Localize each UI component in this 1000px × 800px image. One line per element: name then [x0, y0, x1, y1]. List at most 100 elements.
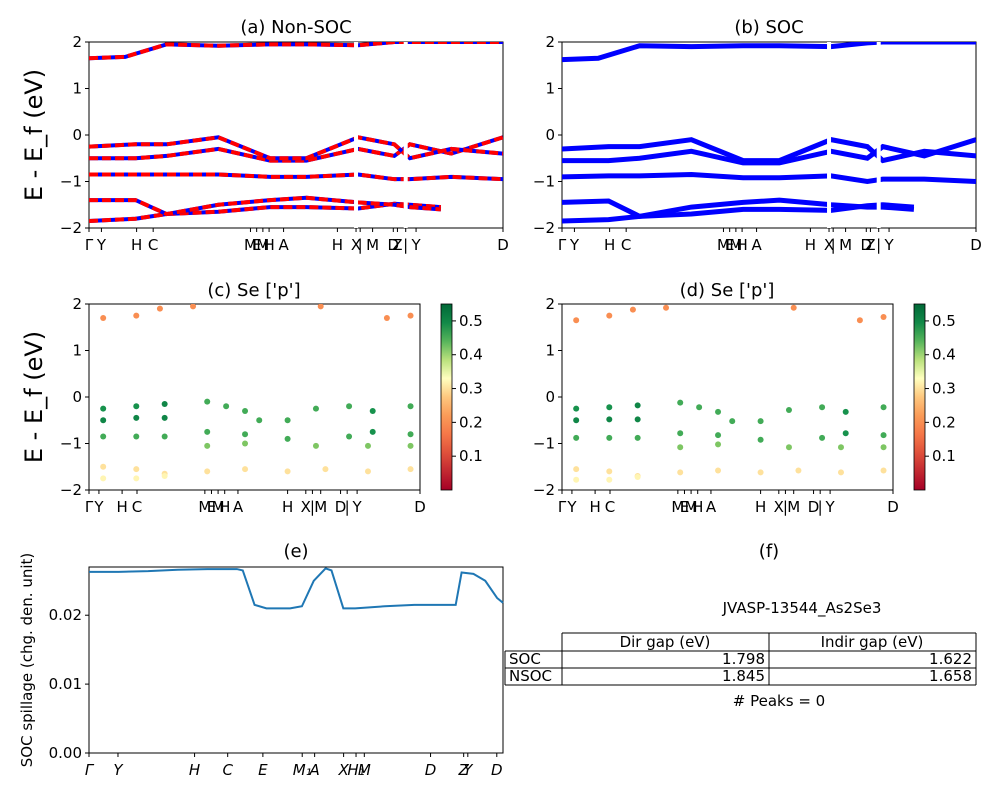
projection-point — [369, 407, 376, 414]
ytick-label: −1 — [533, 435, 555, 453]
ytick-label: −2 — [60, 219, 82, 237]
projection-point — [729, 418, 736, 425]
projection-point — [880, 432, 887, 439]
ktick-label: D — [861, 236, 873, 254]
ktick-label: | — [783, 498, 788, 516]
ktick-label: X — [351, 236, 361, 254]
projection-point — [156, 305, 163, 312]
projection-point — [606, 476, 613, 483]
ktick-label: M₁ — [293, 761, 312, 779]
ktick-label: D — [388, 236, 400, 254]
projection-point — [715, 441, 722, 448]
table-row-nsoc-label: NSOC — [509, 667, 552, 685]
ytick-label: 2 — [72, 295, 82, 313]
colorbar-label: 0.3 — [459, 380, 483, 398]
projection-point — [346, 403, 353, 410]
ktick-label: Y — [883, 236, 894, 254]
table-row-soc-dir: 1.798 — [722, 650, 765, 668]
projection-point — [100, 405, 107, 412]
ktick-label: Γ — [85, 761, 95, 779]
projection-point — [161, 414, 168, 421]
panel-e-yticks: 0.00 0.01 0.02 — [49, 606, 89, 762]
colorbar-label: 0.1 — [459, 447, 483, 465]
ktick-label: A — [706, 498, 717, 516]
projection-point — [407, 431, 414, 438]
projection-point — [242, 431, 249, 438]
ktick-label: D — [970, 236, 982, 254]
band-line — [562, 197, 915, 219]
projection-point — [364, 468, 371, 475]
ktick-label: Γ — [85, 498, 94, 516]
projection-point — [242, 440, 249, 447]
ktick-label: D — [887, 498, 899, 516]
projection-point — [785, 407, 792, 414]
ytick-label: −1 — [60, 173, 82, 191]
ytick-label: 1 — [545, 342, 555, 360]
projection-point — [634, 402, 641, 409]
colorbar-gradient — [440, 303, 453, 491]
band-line-dashed — [89, 172, 503, 182]
projection-point — [757, 436, 764, 443]
band-line — [562, 42, 976, 63]
projection-point — [284, 468, 291, 475]
ktick-label: M — [256, 236, 269, 254]
ktick-label: | — [310, 498, 315, 516]
ktick-label: Z — [392, 236, 402, 254]
projection-point — [677, 430, 684, 437]
ktick-label: X — [774, 498, 784, 516]
table-header-indir: Indir gap (eV) — [821, 633, 924, 651]
projection-point — [204, 428, 211, 435]
projection-point — [573, 466, 580, 473]
panel-c-title: (c) Se ['p'] — [207, 280, 300, 301]
panel-d-frame — [561, 303, 894, 491]
projection-point — [204, 468, 211, 475]
projection-point — [663, 304, 670, 311]
projection-point — [715, 467, 722, 474]
ktick-label: C — [148, 236, 158, 254]
projection-point — [677, 444, 684, 451]
projection-point — [242, 407, 249, 414]
ktick-label: M — [314, 498, 327, 516]
ytick-label: −2 — [533, 219, 555, 237]
table-header-dir: Dir gap (eV) — [620, 633, 711, 651]
band-line-dashed — [89, 135, 503, 161]
band-line-dashed — [89, 42, 503, 61]
ktick-label: X — [337, 761, 349, 779]
projection-point — [407, 442, 414, 449]
projection-point — [312, 405, 319, 412]
colorbar-gradient — [913, 303, 926, 491]
ktick-label: Y — [566, 498, 577, 516]
ktick-label: Y — [410, 236, 421, 254]
colorbar-label: 0.2 — [932, 413, 956, 431]
panel-a-ylabel: E - E_f (eV) — [20, 69, 48, 201]
ktick-label: D — [491, 761, 503, 779]
panel-b-title: (b) SOC — [734, 17, 803, 38]
ktick-label: Γ — [558, 236, 567, 254]
projection-point — [346, 433, 353, 440]
projection-point — [364, 442, 371, 449]
projection-point — [696, 404, 703, 411]
ktick-label: E — [252, 236, 261, 254]
panel-d-colorbar: 0.1 0.2 0.3 0.4 0.5 — [913, 303, 956, 491]
ktick-label: H₁ — [347, 761, 364, 779]
projection-point — [837, 469, 844, 476]
spillage-line — [89, 567, 504, 610]
projection-point — [677, 399, 684, 406]
ktick-label: Z — [865, 236, 875, 254]
ytick-label: 1 — [72, 342, 82, 360]
projection-point — [757, 469, 764, 476]
panel-e: (e) SOC spillage (chg. den. unit) 0.000.… — [18, 541, 504, 779]
panel-e-frame — [88, 566, 504, 754]
projection-point — [880, 404, 887, 411]
ytick-label: 2 — [72, 33, 82, 51]
panel-c-projections — [100, 304, 414, 482]
ytick-label: 0 — [72, 126, 82, 144]
projection-point — [606, 416, 613, 423]
table-row-nsoc-dir: 1.845 — [722, 667, 765, 685]
panel-a-title: (a) Non-SOC — [240, 17, 351, 38]
